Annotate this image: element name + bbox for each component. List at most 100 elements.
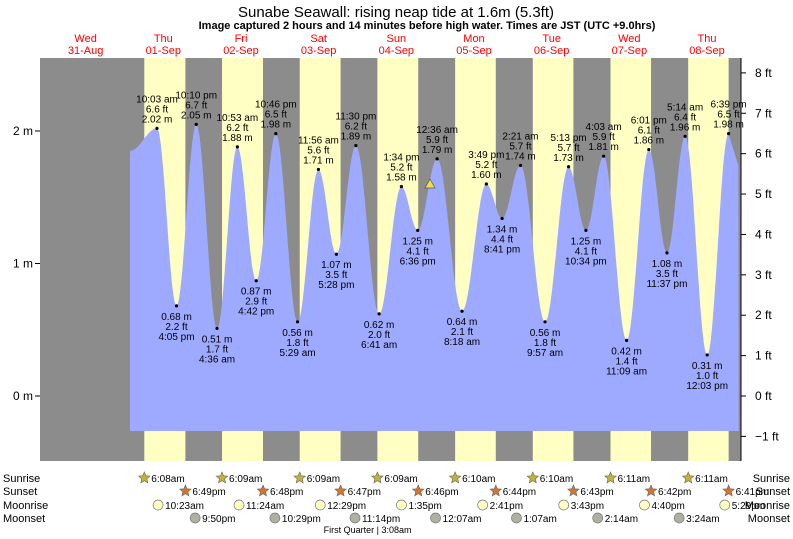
tide-point bbox=[334, 252, 338, 256]
tide-label: 0.87 m bbox=[241, 287, 272, 298]
day-date-label: 01-Sep bbox=[146, 45, 181, 57]
tide-label: 1.98 m bbox=[261, 120, 292, 131]
tide-label: 4.1 ft bbox=[575, 246, 597, 257]
moonset-icon bbox=[592, 512, 604, 524]
tide-label: 3.5 ft bbox=[656, 269, 678, 280]
tide-label: 1.25 m bbox=[571, 236, 602, 247]
tide-label: 6:39 pm bbox=[710, 100, 746, 111]
tide-label: 1.58 m bbox=[386, 173, 417, 184]
tide-point bbox=[194, 122, 198, 126]
tide-label: 2.05 m bbox=[181, 110, 212, 121]
tide-point bbox=[705, 353, 709, 357]
moonset-icon bbox=[430, 512, 441, 524]
day-name-label: Wed bbox=[74, 33, 96, 45]
ft-tick-label: 2 ft bbox=[755, 308, 772, 322]
tide-label: 10:10 pm bbox=[175, 90, 217, 101]
moonrise-time: 1:35pm bbox=[408, 501, 441, 512]
tide-label: 4:42 pm bbox=[238, 307, 274, 318]
tide-label: 1.8 ft bbox=[286, 338, 308, 349]
day-name-label: Thu bbox=[154, 33, 173, 45]
day-name-label: Sat bbox=[310, 33, 327, 45]
moonrise-row-label: Moonrise bbox=[3, 500, 48, 512]
tide-label: 5.9 ft bbox=[592, 132, 614, 143]
sunrise-time: 6:08am bbox=[151, 474, 184, 485]
tide-point bbox=[647, 147, 651, 152]
sunrise-time: 6:10am bbox=[462, 474, 495, 485]
moonrise-icon bbox=[558, 499, 570, 511]
moonrise-time: 3:43pm bbox=[571, 501, 604, 512]
tide-label: 0.51 m bbox=[202, 334, 233, 345]
tide-label: 1.89 m bbox=[341, 132, 372, 143]
day-date-label: 31-Aug bbox=[68, 45, 103, 57]
tide-label: 1.4 ft bbox=[615, 356, 637, 367]
tide-label: 5:13 pm bbox=[550, 133, 586, 144]
tide-label: 8:41 pm bbox=[484, 244, 520, 255]
sunrise-time: 6:09am bbox=[229, 474, 262, 485]
tide-label: 6.1 ft bbox=[638, 126, 660, 137]
moonset-time: 11:14pm bbox=[362, 514, 400, 525]
tide-label: 4.4 ft bbox=[491, 234, 513, 245]
moonrise-time: 11:24am bbox=[246, 501, 284, 512]
tide-point bbox=[416, 228, 420, 232]
sunset-icon bbox=[489, 484, 503, 497]
sunset-time: 6:46pm bbox=[425, 487, 458, 498]
tide-label: 6:01 pm bbox=[631, 116, 667, 127]
sunset-icon bbox=[566, 484, 580, 497]
tide-point bbox=[683, 134, 687, 138]
moonrise-icon bbox=[396, 499, 407, 511]
tide-label: 3.5 ft bbox=[325, 270, 347, 281]
tide-label: 6.5 ft bbox=[717, 110, 739, 121]
day-name-label: Fri bbox=[235, 33, 248, 45]
tide-label: 1.07 m bbox=[321, 260, 352, 271]
tide-point bbox=[235, 145, 239, 149]
tide-label: 2.1 ft bbox=[451, 327, 473, 338]
day-date-label: 08-Sep bbox=[689, 45, 724, 57]
tide-label: 1:34 pm bbox=[383, 153, 419, 164]
tide-label: 3:49 pm bbox=[468, 150, 504, 161]
sunset-icon bbox=[644, 484, 658, 497]
day-name-label: Sun bbox=[387, 33, 407, 45]
chart-title: Sunabe Seawall: rising neap tide at 1.6m… bbox=[238, 4, 554, 21]
tide-label: 2:21 am bbox=[502, 131, 538, 142]
day-labels: Wed31-AugThu01-SepFri02-SepSat03-SepSun0… bbox=[68, 33, 725, 57]
chart-subtitle: Image captured 2 hours and 14 minutes be… bbox=[199, 20, 656, 32]
tide-point bbox=[726, 132, 731, 136]
ft-tick-label: 5 ft bbox=[755, 187, 772, 201]
sunrise-row-label: Sunrise bbox=[3, 473, 40, 485]
sunrise-time: 6:11am bbox=[695, 474, 728, 485]
first-quarter-label: First Quarter | 3:08am bbox=[324, 525, 412, 535]
tide-label: 0.31 m bbox=[692, 361, 723, 372]
tide-label: 11:37 pm bbox=[646, 279, 687, 290]
sunset-time: 6:48pm bbox=[270, 487, 303, 498]
tide-point bbox=[665, 251, 669, 255]
moonset-row-label: Moonset bbox=[3, 513, 45, 525]
tide-label: 4:03 am bbox=[586, 122, 622, 133]
tide-label: 1.25 m bbox=[402, 236, 433, 247]
day-date-label: 07-Sep bbox=[612, 45, 647, 57]
tide-label: 6:36 pm bbox=[400, 256, 436, 267]
tide-label: 1.71 m bbox=[303, 155, 334, 166]
ft-tick-label: 6 ft bbox=[755, 147, 772, 161]
tide-point bbox=[435, 157, 439, 161]
tide-label: 5.7 ft bbox=[557, 143, 579, 154]
tide-point bbox=[215, 326, 219, 331]
tide-point bbox=[399, 185, 404, 189]
sunrise-row-label-right: Sunrise bbox=[753, 473, 790, 485]
moonrise-icon bbox=[639, 499, 650, 511]
moonset-time: 1:07am bbox=[523, 514, 556, 525]
tide-point bbox=[518, 163, 523, 168]
tide-label: 5.2 ft bbox=[475, 160, 497, 171]
tide-label: 6.2 ft bbox=[226, 123, 248, 134]
moonset-time: 3:24am bbox=[686, 514, 719, 525]
tide-point bbox=[254, 279, 258, 283]
tide-point bbox=[484, 182, 488, 186]
day-name-label: Wed bbox=[618, 33, 640, 45]
tide-label: 2.9 ft bbox=[245, 297, 267, 308]
tide-label: 6:41 am bbox=[361, 340, 397, 351]
day-name-label: Mon bbox=[463, 33, 484, 45]
day-date-label: 05-Sep bbox=[456, 45, 491, 57]
day-date-label: 04-Sep bbox=[379, 45, 414, 57]
tide-label: 4:36 am bbox=[199, 354, 235, 365]
tide-label: 10:46 pm bbox=[255, 100, 297, 111]
